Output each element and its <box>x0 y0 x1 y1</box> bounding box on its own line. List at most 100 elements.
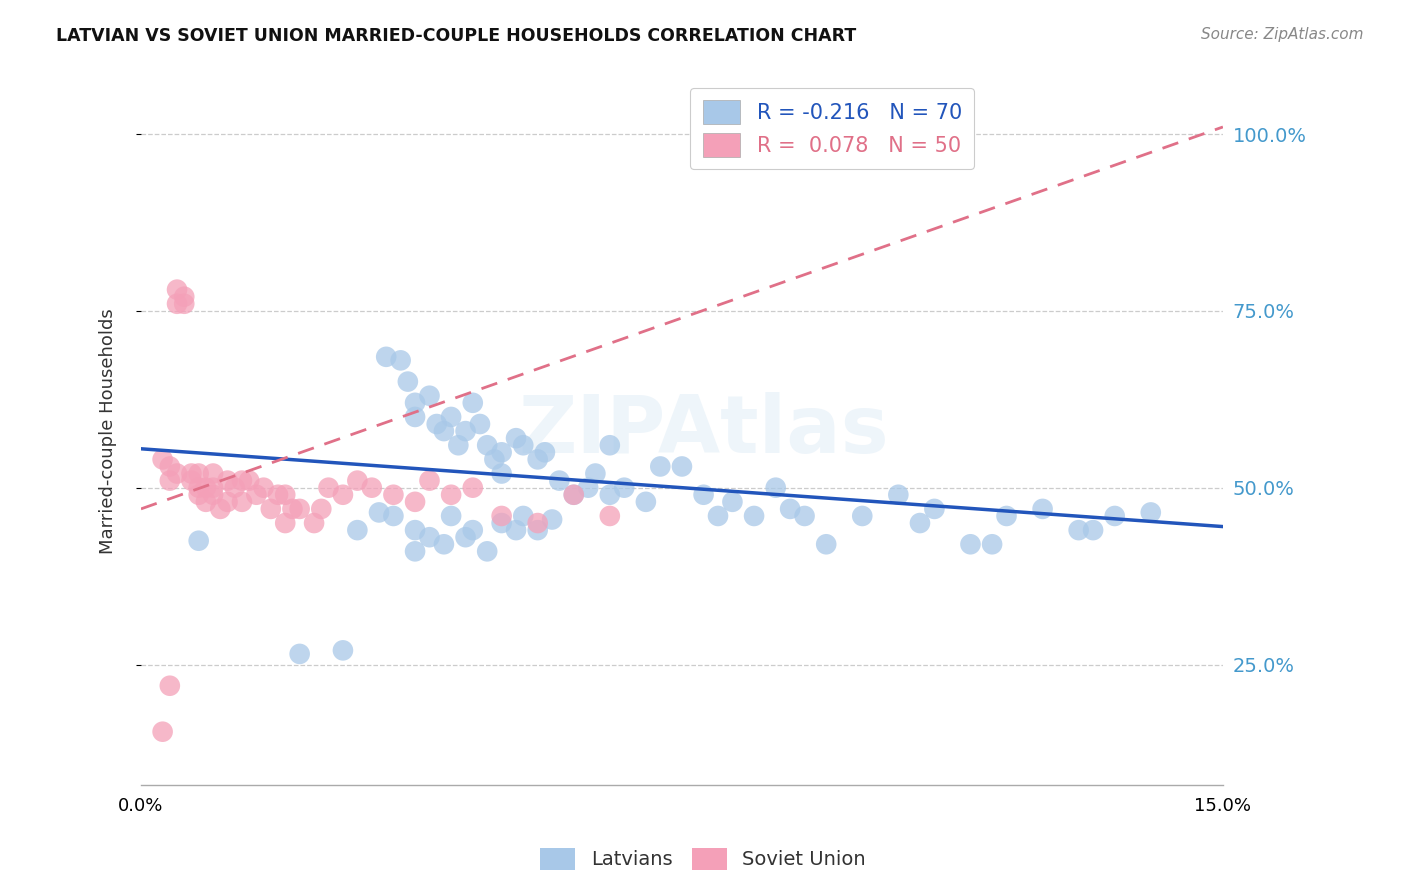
Point <box>468 417 491 431</box>
Point <box>671 459 693 474</box>
Point <box>526 452 548 467</box>
Point <box>959 537 981 551</box>
Point <box>267 488 290 502</box>
Point <box>404 495 426 509</box>
Point <box>491 445 513 459</box>
Point <box>440 488 463 502</box>
Point <box>548 474 571 488</box>
Point <box>477 544 499 558</box>
Point <box>368 505 391 519</box>
Point <box>302 516 325 530</box>
Point <box>180 474 202 488</box>
Point <box>194 495 217 509</box>
Point <box>187 467 209 481</box>
Point <box>562 488 585 502</box>
Point <box>404 523 426 537</box>
Point <box>252 481 274 495</box>
Point <box>1104 508 1126 523</box>
Point <box>194 481 217 495</box>
Point <box>166 283 188 297</box>
Point <box>461 481 484 495</box>
Point <box>887 488 910 502</box>
Point <box>152 452 174 467</box>
Point <box>613 481 636 495</box>
Point <box>981 537 1004 551</box>
Point <box>375 350 398 364</box>
Point <box>202 488 225 502</box>
Point <box>924 502 946 516</box>
Point <box>159 679 181 693</box>
Point <box>217 474 239 488</box>
Point <box>202 481 225 495</box>
Point <box>389 353 412 368</box>
Point <box>238 474 260 488</box>
Point <box>765 481 787 495</box>
Point <box>202 467 225 481</box>
Point <box>461 396 484 410</box>
Point <box>404 409 426 424</box>
Point <box>433 537 456 551</box>
Point <box>454 530 477 544</box>
Point <box>209 502 232 516</box>
Point <box>433 424 456 438</box>
Point <box>346 474 368 488</box>
Text: LATVIAN VS SOVIET UNION MARRIED-COUPLE HOUSEHOLDS CORRELATION CHART: LATVIAN VS SOVIET UNION MARRIED-COUPLE H… <box>56 27 856 45</box>
Point <box>512 508 534 523</box>
Point <box>187 488 209 502</box>
Point <box>583 467 606 481</box>
Point <box>599 488 621 502</box>
Point <box>404 396 426 410</box>
Point <box>318 481 340 495</box>
Point <box>505 431 527 445</box>
Legend: R = -0.216   N = 70, R =  0.078   N = 50: R = -0.216 N = 70, R = 0.078 N = 50 <box>690 87 974 169</box>
Point <box>382 488 405 502</box>
Point <box>274 516 297 530</box>
Point <box>180 467 202 481</box>
Point <box>491 467 513 481</box>
Point <box>418 474 440 488</box>
Point <box>562 488 585 502</box>
Point <box>779 502 801 516</box>
Point <box>650 459 672 474</box>
Point <box>260 502 283 516</box>
Point <box>281 502 304 516</box>
Point <box>576 481 599 495</box>
Point <box>505 523 527 537</box>
Point <box>346 523 368 537</box>
Point <box>692 488 714 502</box>
Point <box>526 523 548 537</box>
Point <box>440 508 463 523</box>
Point <box>793 508 815 523</box>
Point <box>1081 523 1104 537</box>
Point <box>908 516 931 530</box>
Point <box>311 502 333 516</box>
Point <box>599 508 621 523</box>
Point <box>396 375 419 389</box>
Point <box>274 488 297 502</box>
Point <box>440 409 463 424</box>
Point <box>454 424 477 438</box>
Point <box>541 512 564 526</box>
Point <box>166 297 188 311</box>
Point <box>418 530 440 544</box>
Point <box>332 643 354 657</box>
Point <box>173 290 195 304</box>
Point <box>1067 523 1090 537</box>
Point <box>491 508 513 523</box>
Point <box>418 389 440 403</box>
Point <box>166 467 188 481</box>
Y-axis label: Married-couple Households: Married-couple Households <box>100 309 117 554</box>
Text: Source: ZipAtlas.com: Source: ZipAtlas.com <box>1201 27 1364 42</box>
Point <box>484 452 506 467</box>
Point <box>995 508 1018 523</box>
Point <box>742 508 765 523</box>
Point <box>288 502 311 516</box>
Point <box>231 474 253 488</box>
Point <box>599 438 621 452</box>
Point <box>152 724 174 739</box>
Point <box>288 647 311 661</box>
Point <box>512 438 534 452</box>
Point <box>224 481 246 495</box>
Point <box>245 488 267 502</box>
Point <box>382 508 405 523</box>
